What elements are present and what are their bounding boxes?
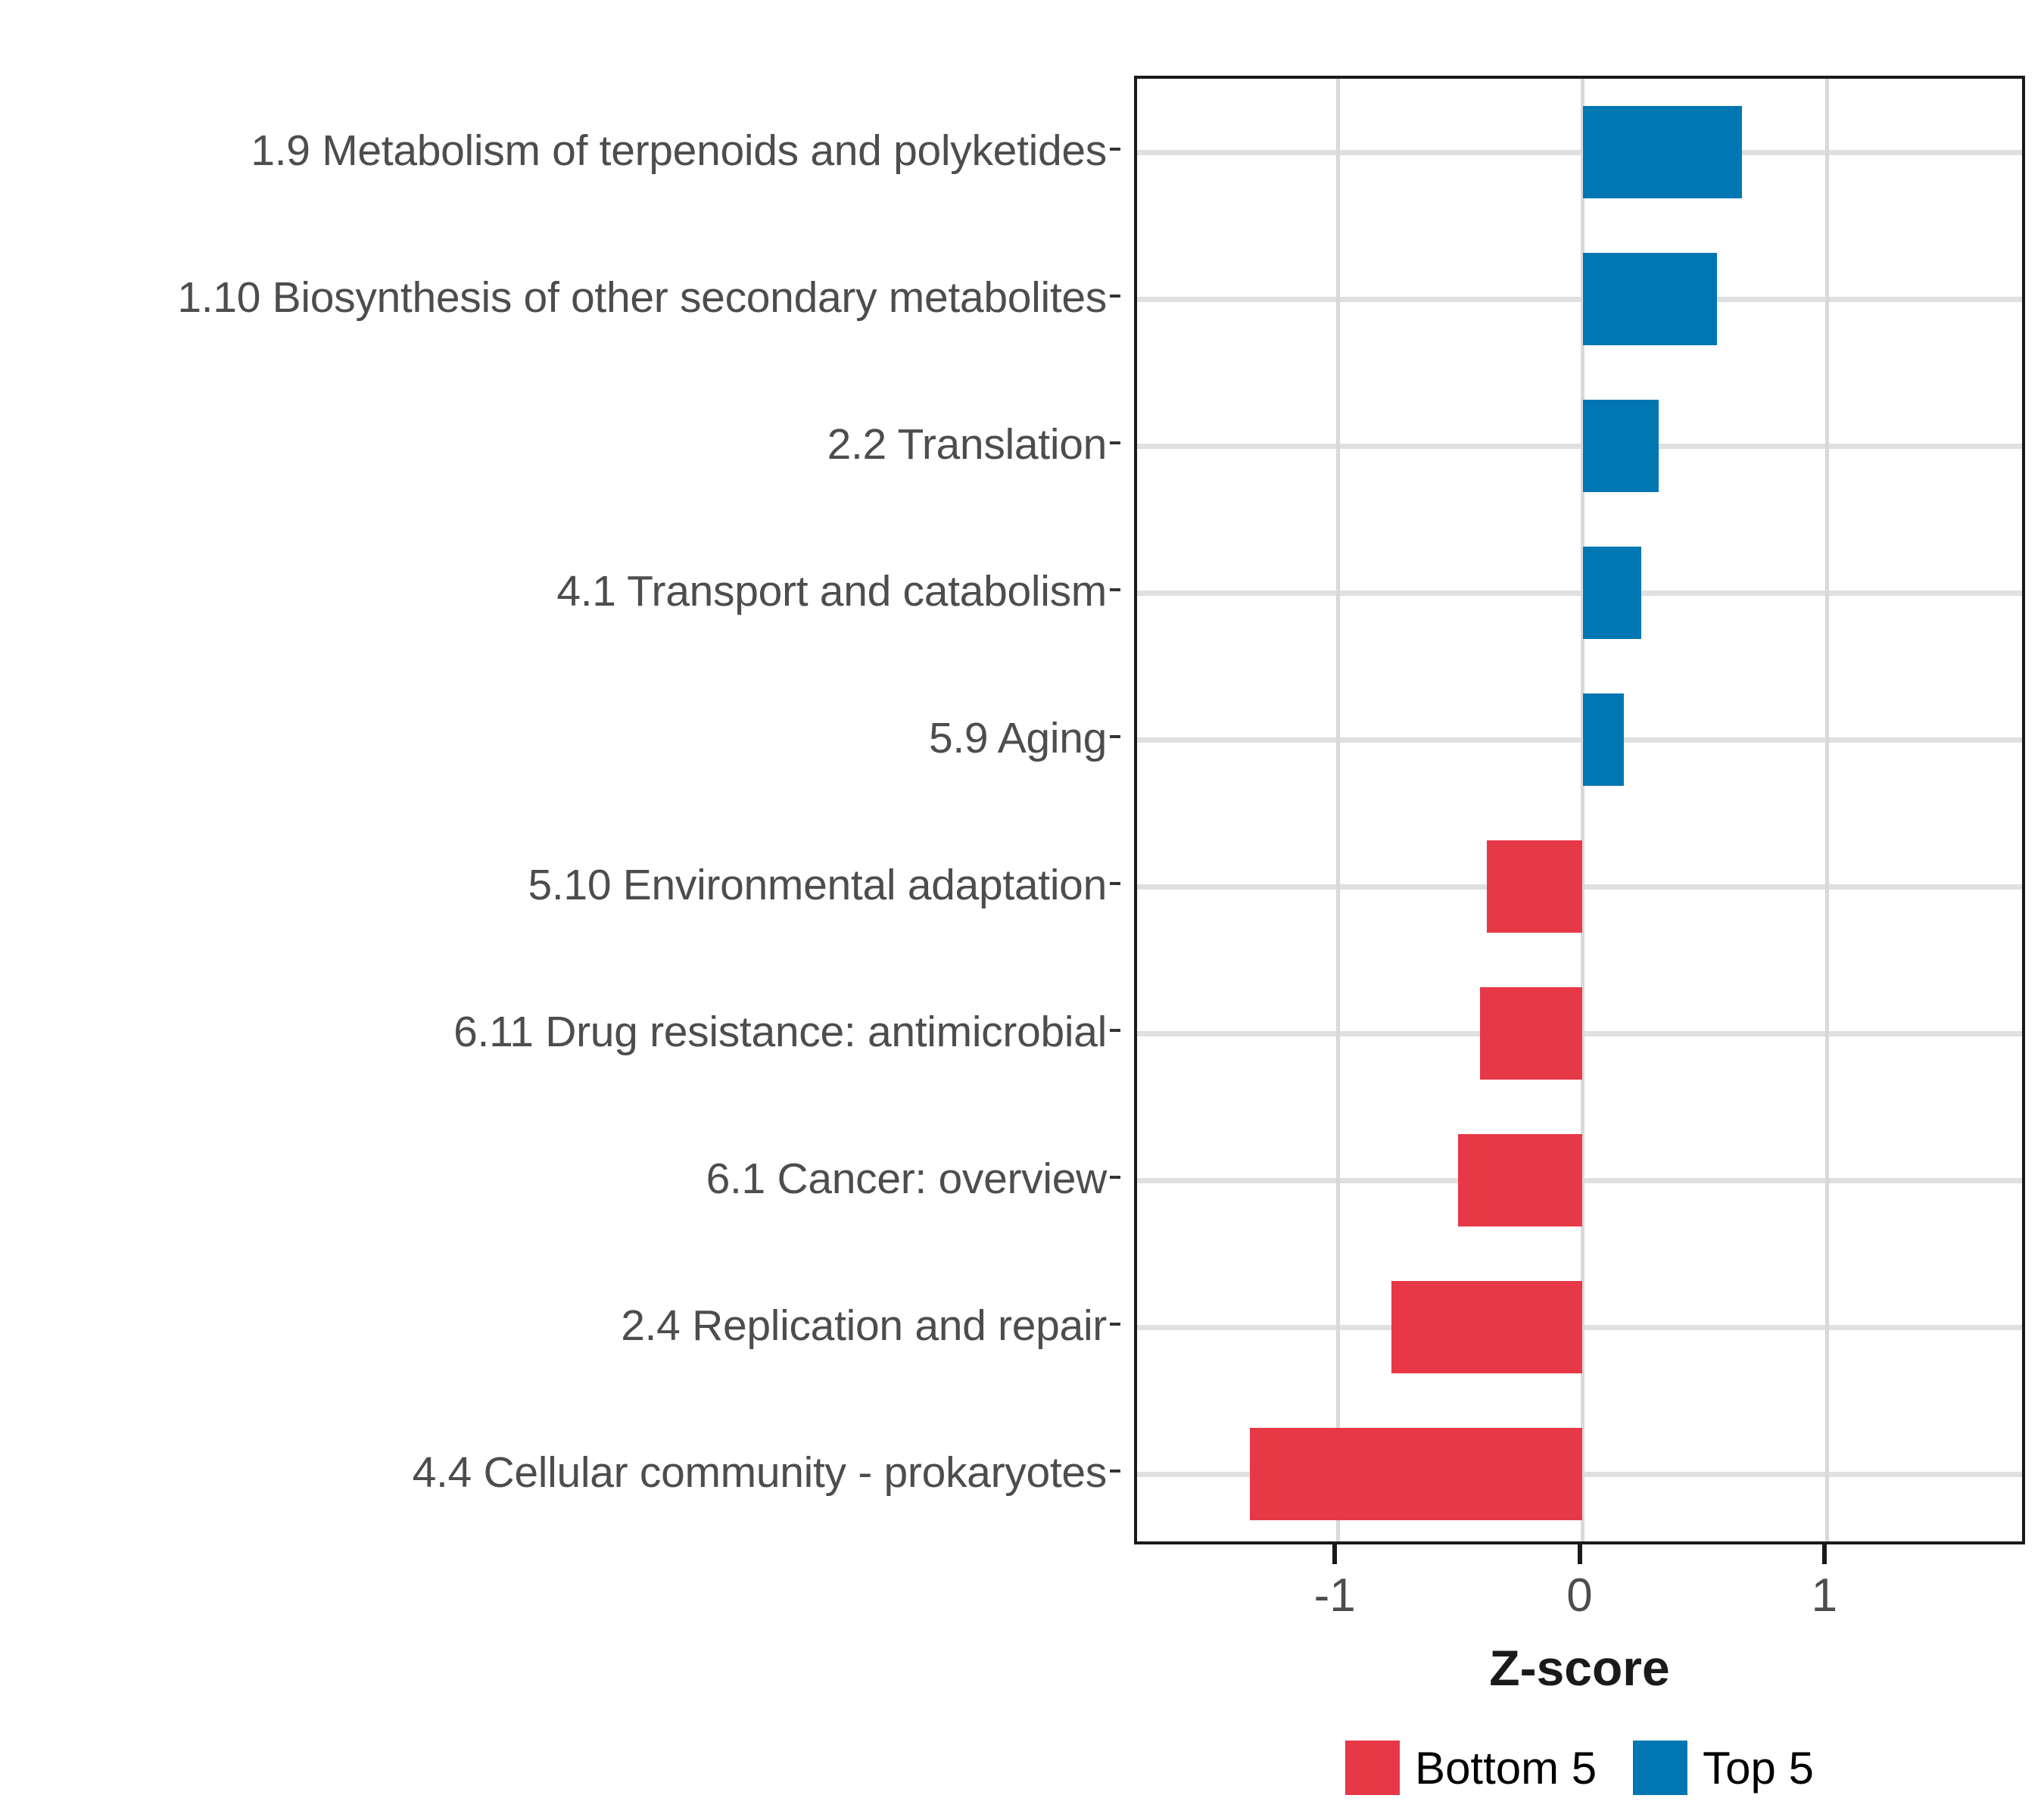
horizontal-gridline [1137,590,2022,596]
y-axis-tick-mark [1110,1469,1120,1473]
y-axis-tick-label: 6.1 Cancer: overview [706,1155,1108,1203]
bar [1582,693,1625,786]
y-axis-tick-label: 2.2 Translation [827,420,1108,469]
bar [1457,1134,1583,1226]
bar [1582,253,1718,345]
y-axis-tick-mark [1110,441,1120,444]
y-axis-tick-label: 1.9 Metabolism of terpenoids and polyket… [251,126,1107,175]
y-axis-tick-mark [1110,588,1120,591]
plot-panel [1134,76,2025,1544]
y-axis-tick-label: 5.9 Aging [928,714,1107,762]
y-axis-tick-mark [1110,735,1120,738]
vertical-gridline [1581,79,1584,1541]
y-axis-tick-label: 6.11 Drug resistance: antimicrobial [453,1008,1107,1056]
chart-legend: Bottom 5 Top 5 [1134,1726,2025,1809]
legend-label: Top 5 [1703,1742,1814,1794]
y-axis-tick-label: 4.4 Cellular community - prokaryotes [412,1448,1108,1497]
bar [1487,840,1583,933]
legend-item[interactable]: Bottom 5 [1345,1741,1597,1795]
legend-item[interactable]: Top 5 [1633,1741,1814,1795]
horizontal-gridline [1137,443,2022,449]
x-axis-tick-label: 1 [1811,1569,1838,1622]
y-axis-tick-label: 2.4 Replication and repair [621,1301,1107,1350]
y-axis-tick-label: 4.1 Transport and catabolism [556,567,1107,616]
bar [1479,987,1583,1080]
horizontal-gridline [1137,737,2022,743]
bar [1249,1428,1583,1520]
legend-label: Bottom 5 [1415,1742,1597,1794]
y-axis-tick-mark [1110,295,1120,298]
vertical-gridline [1335,79,1340,1541]
y-axis-tick-mark [1110,1323,1120,1326]
y-axis-tick-mark [1110,1029,1120,1032]
x-axis-tick-mark [1332,1544,1338,1564]
horizontal-gridline [1137,296,2022,302]
legend-color-swatch [1345,1741,1401,1795]
x-axis: -1 0 1 [1134,1544,2025,1696]
y-axis-tick-mark [1110,882,1120,885]
horizontal-gridline [1137,149,2022,155]
bar [1582,106,1742,198]
y-axis-tick-mark [1110,148,1120,151]
plot-area [1137,79,2022,1541]
x-axis-title: Z-score [1489,1640,1670,1696]
vertical-gridline [1825,79,1830,1541]
legend-color-swatch [1633,1741,1688,1795]
x-axis-tick-label: -1 [1313,1569,1356,1622]
y-axis-labels: 1.9 Metabolism of terpenoids and polyket… [0,76,1120,1544]
bar [1582,400,1659,492]
bar [1391,1281,1583,1373]
x-axis-tick-mark [1821,1544,1827,1564]
x-axis-tick-mark [1577,1544,1582,1564]
y-axis-tick-mark [1110,1176,1120,1179]
y-axis-tick-label: 5.10 Environmental adaptation [528,861,1107,909]
x-axis-tick-label: 0 [1566,1569,1593,1622]
y-axis-tick-label: 1.10 Biosynthesis of other secondary met… [177,273,1107,322]
bar [1582,547,1642,639]
